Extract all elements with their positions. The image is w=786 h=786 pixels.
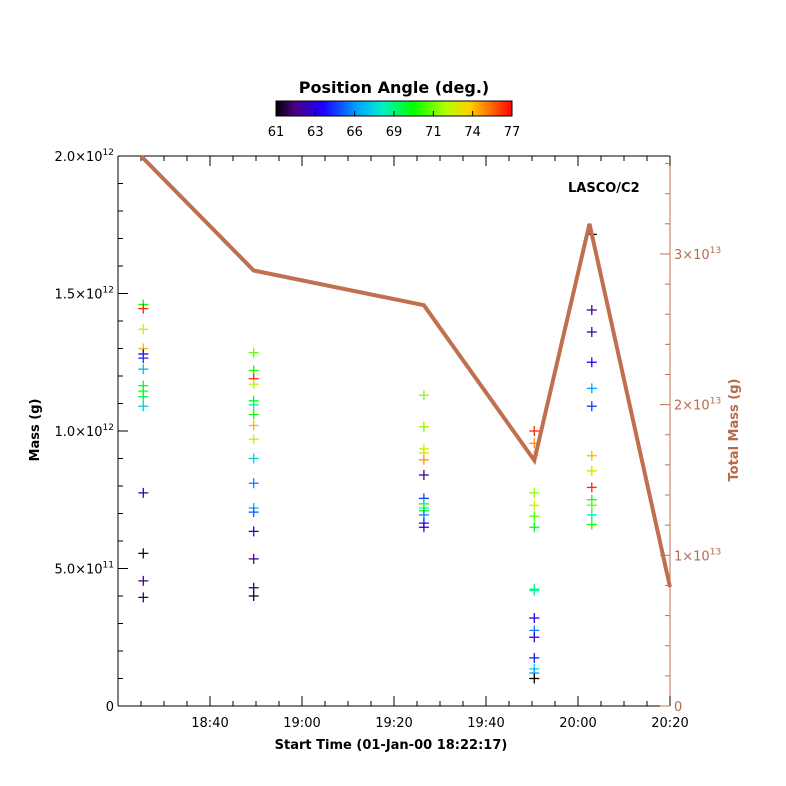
y2-tick-label: 1×1013 <box>674 547 721 564</box>
mass-point <box>418 421 429 432</box>
mass-point <box>586 401 597 412</box>
mass-point <box>138 592 149 603</box>
y2-axis-label: Total Mass (g) <box>727 379 742 482</box>
colorbar-tick-label: 74 <box>464 125 481 140</box>
mass-point <box>248 347 259 358</box>
plot-content <box>138 154 672 684</box>
mass-point <box>138 353 149 364</box>
mass-point <box>248 526 259 537</box>
mass-point <box>248 409 259 420</box>
mass-point <box>418 470 429 480</box>
total-mass-line <box>139 154 672 588</box>
y-tick-label: 1.0×1012 <box>54 423 114 440</box>
colorbar-ticks: 61 63 66 69 71 74 77 <box>268 111 521 140</box>
mass-point <box>529 511 540 522</box>
x-tick-label: 19:20 <box>375 716 412 731</box>
mass-point <box>248 553 259 564</box>
mass-point <box>586 450 597 461</box>
mass-point <box>138 575 149 586</box>
mass-point <box>586 482 597 493</box>
x-tick-label: 19:40 <box>467 716 504 731</box>
mass-point <box>418 390 429 401</box>
mass-point <box>138 364 149 375</box>
mass-point <box>138 324 149 335</box>
mass-point <box>586 519 597 530</box>
colorbar-tick-label: 71 <box>425 125 442 140</box>
colorbar-tick-label: 61 <box>268 125 285 140</box>
colorbar-title: Position Angle (deg.) <box>299 78 489 97</box>
mass-point <box>586 465 597 476</box>
x-tick-label: 20:00 <box>559 716 596 731</box>
mass-point <box>529 522 540 533</box>
mass-point <box>529 613 540 623</box>
mass-point <box>586 357 597 368</box>
x-axis-label: Start Time (01-Jan-00 18:22:17) <box>275 738 508 753</box>
mass-point <box>418 522 429 533</box>
mass-point <box>586 305 597 315</box>
mass-point <box>529 487 540 498</box>
mass-point <box>586 500 597 511</box>
x-tick-label: 18:40 <box>191 716 228 731</box>
mass-point <box>248 420 259 431</box>
y2-tick-label: 0 <box>674 700 682 715</box>
mass-point <box>248 379 259 390</box>
mass-point <box>586 509 597 520</box>
y-tick-label: 5.0×1011 <box>54 561 114 578</box>
mass-point <box>529 426 540 436</box>
mass-point <box>529 632 540 643</box>
x-tick-label: 20:20 <box>651 716 688 731</box>
colorbar-tick-label: 77 <box>504 125 521 140</box>
mass-point <box>248 478 259 489</box>
mass-point <box>529 585 540 596</box>
mass-point <box>248 507 259 518</box>
colorbar-tick-label: 69 <box>386 125 403 140</box>
mass-point <box>248 591 259 601</box>
mass-point <box>138 303 149 314</box>
mass-point <box>418 454 429 465</box>
mass-point <box>529 500 540 511</box>
y-tick-label: 2.0×1012 <box>54 148 114 165</box>
mass-point <box>586 383 597 394</box>
colorbar-tick-label: 63 <box>307 125 324 140</box>
mass-point <box>248 434 259 445</box>
mass-point <box>138 548 149 559</box>
mass-point <box>248 453 259 464</box>
mass-point <box>138 487 149 498</box>
y-axis-label: Mass (g) <box>28 399 43 462</box>
y2-tick-label: 3×1013 <box>674 246 721 263</box>
colorbar-tick-label: 66 <box>346 125 363 140</box>
y2-tick-label: 2×1013 <box>674 397 721 414</box>
y-tick-label: 0 <box>106 700 114 715</box>
mass-point <box>586 327 597 337</box>
mass-point <box>138 391 149 402</box>
mass-point <box>248 399 259 410</box>
mass-point <box>529 652 540 663</box>
plot-axes: 18:40 19:00 19:20 19:40 20:00 20:2005.0×10111… <box>54 148 721 731</box>
y-tick-label: 1.5×1012 <box>54 286 114 303</box>
instrument-label: LASCO/C2 <box>568 181 640 196</box>
mass-point <box>138 401 149 412</box>
x-tick-label: 19:00 <box>283 716 320 731</box>
mass-point <box>529 673 540 684</box>
